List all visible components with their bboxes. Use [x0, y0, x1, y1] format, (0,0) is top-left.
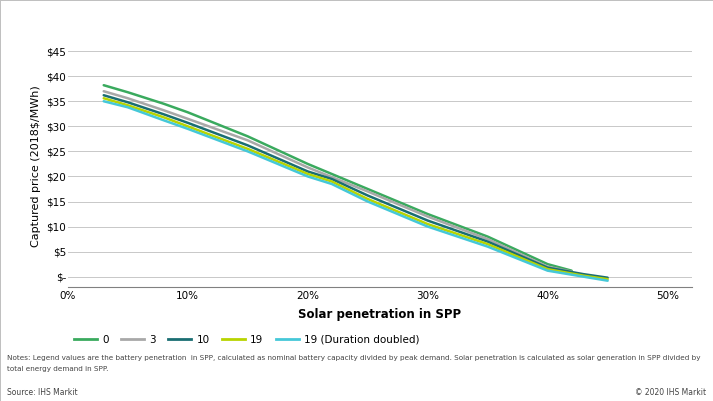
3: [160, 108, 168, 113]
19: [603, 277, 612, 282]
19: [243, 146, 252, 151]
19 (Duration doubled): [99, 99, 108, 104]
19 (Duration doubled): [483, 244, 492, 249]
10: [603, 275, 612, 280]
10: [99, 93, 108, 98]
19: [160, 115, 168, 120]
Text: total energy demand in SPP.: total energy demand in SPP.: [7, 366, 108, 372]
10: [483, 239, 492, 244]
10: [327, 176, 336, 181]
0: [364, 186, 372, 191]
19: [364, 196, 372, 201]
10: [580, 272, 588, 277]
19: [424, 222, 432, 227]
19 (Duration doubled): [123, 105, 132, 110]
10: [304, 169, 312, 174]
19: [99, 96, 108, 101]
3: [99, 89, 108, 94]
Line: 10: 10: [103, 95, 607, 277]
Line: 0: 0: [103, 85, 572, 271]
10: [243, 143, 252, 148]
19 (Duration doubled): [183, 126, 192, 131]
19: [123, 103, 132, 108]
0: [483, 234, 492, 239]
19 (Duration doubled): [160, 118, 168, 123]
19: [483, 242, 492, 247]
3: [243, 138, 252, 143]
Text: © 2020 IHS Markit: © 2020 IHS Markit: [635, 388, 706, 397]
19 (Duration doubled): [327, 182, 336, 186]
0: [424, 212, 432, 217]
Line: 19: 19: [103, 98, 607, 279]
10: [183, 120, 192, 125]
3: [183, 116, 192, 121]
19 (Duration doubled): [243, 149, 252, 154]
Line: 19 (Duration doubled): 19 (Duration doubled): [103, 101, 607, 281]
3: [304, 165, 312, 170]
19 (Duration doubled): [543, 268, 552, 273]
3: [543, 264, 552, 269]
19: [183, 124, 192, 129]
10: [123, 100, 132, 105]
0: [183, 110, 192, 115]
19: [580, 273, 588, 278]
19 (Duration doubled): [304, 174, 312, 179]
3: [568, 269, 576, 274]
19 (Duration doubled): [364, 199, 372, 204]
0: [99, 83, 108, 87]
19: [304, 172, 312, 176]
3: [483, 237, 492, 241]
19 (Duration doubled): [580, 274, 588, 279]
19: [543, 267, 552, 271]
Line: 3: 3: [103, 91, 572, 272]
3: [364, 189, 372, 194]
0: [123, 90, 132, 95]
Text: Source: IHS Markit: Source: IHS Markit: [7, 388, 78, 397]
10: [543, 265, 552, 270]
19: [327, 179, 336, 184]
0: [543, 262, 552, 267]
3: [424, 214, 432, 219]
19 (Duration doubled): [603, 278, 612, 283]
0: [304, 162, 312, 166]
Text: Impact of solar and battery penetration on solar captured prices in Southwest Po: Impact of solar and battery penetration …: [6, 12, 550, 21]
10: [424, 218, 432, 223]
0: [160, 101, 168, 106]
Y-axis label: Captured price (2018$/MWh): Captured price (2018$/MWh): [31, 85, 41, 247]
0: [243, 134, 252, 139]
10: [364, 193, 372, 198]
X-axis label: Solar penetration in SPP: Solar penetration in SPP: [298, 308, 461, 321]
19 (Duration doubled): [424, 224, 432, 229]
0: [568, 268, 576, 273]
10: [160, 112, 168, 117]
Text: Notes: Legend values are the battery penetration  in SPP, calculated as nominal : Notes: Legend values are the battery pen…: [7, 355, 701, 361]
3: [123, 96, 132, 101]
Legend: 0, 3, 10, 19, 19 (Duration doubled): 0, 3, 10, 19, 19 (Duration doubled): [70, 330, 424, 349]
